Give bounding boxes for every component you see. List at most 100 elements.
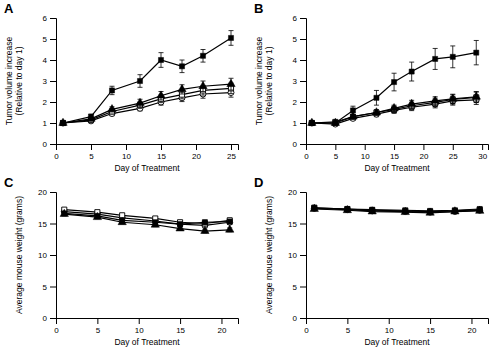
axis: 0510152025 xyxy=(54,144,238,161)
tick-label: 15 xyxy=(157,152,166,161)
marker xyxy=(137,78,142,83)
tick-label: 30 xyxy=(478,152,487,161)
marker xyxy=(477,206,482,211)
error-bar xyxy=(333,121,338,124)
tick: 5 xyxy=(96,318,101,335)
tick-label: 15 xyxy=(176,326,185,335)
tick: 4 xyxy=(293,56,306,65)
marker xyxy=(309,120,314,125)
marker xyxy=(452,208,457,213)
marker xyxy=(178,85,186,92)
axis: 0 1 2 3 4 5 6 xyxy=(293,14,307,149)
tick-label: 20 xyxy=(218,326,227,335)
tick-label: 15 xyxy=(38,220,47,229)
error-bar xyxy=(159,53,164,68)
error-bar xyxy=(153,220,158,224)
marker xyxy=(345,206,350,211)
tick-mark xyxy=(365,144,366,150)
y-axis-title-line: Tumor volume increase xyxy=(4,36,14,125)
series-line xyxy=(64,213,229,224)
tick-mark xyxy=(300,318,306,319)
marker xyxy=(226,225,234,232)
tick: 5 xyxy=(89,144,94,161)
axis-line xyxy=(300,19,307,145)
error-bar xyxy=(180,60,185,73)
axis: 05101520 xyxy=(54,318,238,335)
y-axis-title-line: (Relative to day 1) xyxy=(264,46,274,115)
tick-label: 0 xyxy=(304,152,309,161)
tick-mark xyxy=(389,318,390,324)
series-line xyxy=(64,212,229,226)
tick-mark xyxy=(300,81,306,82)
tick: 0 xyxy=(43,140,56,149)
marker xyxy=(452,208,457,213)
tick-mark xyxy=(139,318,140,324)
tick-mark xyxy=(453,144,454,150)
axis: 0123456 xyxy=(43,14,57,149)
y-axis-title-line: Average mouse weight (grams) xyxy=(264,196,274,314)
error-bar xyxy=(178,222,183,226)
tick: 0 xyxy=(293,314,306,323)
panel: 0510152005101520Day of TreatmentAverage … xyxy=(4,175,239,347)
error-bar xyxy=(374,90,379,105)
tick: 2 xyxy=(293,98,306,107)
tick-mark xyxy=(423,144,424,150)
tick: 25 xyxy=(449,144,458,161)
error-bar xyxy=(350,106,355,114)
tick: 6 xyxy=(43,14,56,23)
tick: 0 xyxy=(293,140,306,149)
tick-mark xyxy=(50,60,56,61)
tick-label: 10 xyxy=(135,326,144,335)
error-bar xyxy=(62,212,67,215)
tick-mark xyxy=(50,81,56,82)
tick-mark xyxy=(50,144,56,145)
panel-title: B xyxy=(254,1,263,16)
panel-title: C xyxy=(4,175,14,190)
tick-label: 5 xyxy=(346,326,351,335)
tick-mark xyxy=(300,18,306,19)
marker xyxy=(179,64,184,69)
error-bar xyxy=(95,214,100,217)
marker xyxy=(200,53,205,58)
tick-label: 4 xyxy=(293,56,298,65)
plot-area xyxy=(310,204,484,215)
error-bar xyxy=(333,121,338,125)
x-axis-title: Day of Treatment xyxy=(364,337,430,347)
tick-label: 25 xyxy=(449,152,458,161)
marker xyxy=(332,121,338,127)
tick-mark xyxy=(300,144,306,145)
tick: 1 xyxy=(43,119,56,128)
marker xyxy=(312,205,317,210)
series xyxy=(62,211,233,227)
tick-label: 1 xyxy=(293,119,298,128)
tick: 5 xyxy=(43,35,56,44)
tick: 15 xyxy=(157,144,166,161)
tick-mark xyxy=(50,224,56,225)
marker xyxy=(308,118,316,125)
marker xyxy=(201,226,209,233)
error-bar xyxy=(202,220,207,224)
y-axis-title: Tumor volume increase(Relative to day 1) xyxy=(4,36,24,125)
tick-mark xyxy=(394,144,395,150)
marker xyxy=(450,54,455,59)
marker xyxy=(177,221,183,227)
tick-label: 3 xyxy=(293,77,298,86)
marker xyxy=(472,92,480,99)
tick-label: 5 xyxy=(293,35,298,44)
tick: 3 xyxy=(43,77,56,86)
marker xyxy=(88,114,93,119)
axis: 05101520 xyxy=(304,318,488,335)
tick: 15 xyxy=(426,318,435,335)
y-axis-title: Average mouse weight (grams) xyxy=(14,196,24,314)
tick-label: 10 xyxy=(288,251,297,260)
tick: 6 xyxy=(293,14,306,23)
axis-line xyxy=(50,19,57,145)
marker xyxy=(370,208,375,213)
series-line xyxy=(314,208,479,212)
tick: 10 xyxy=(135,318,144,335)
series-line xyxy=(63,38,231,123)
marker xyxy=(60,120,65,125)
tick-mark xyxy=(482,144,483,150)
marker xyxy=(428,208,433,213)
y-axis-title: Tumor volume increase(Relative to day 1) xyxy=(254,36,274,125)
